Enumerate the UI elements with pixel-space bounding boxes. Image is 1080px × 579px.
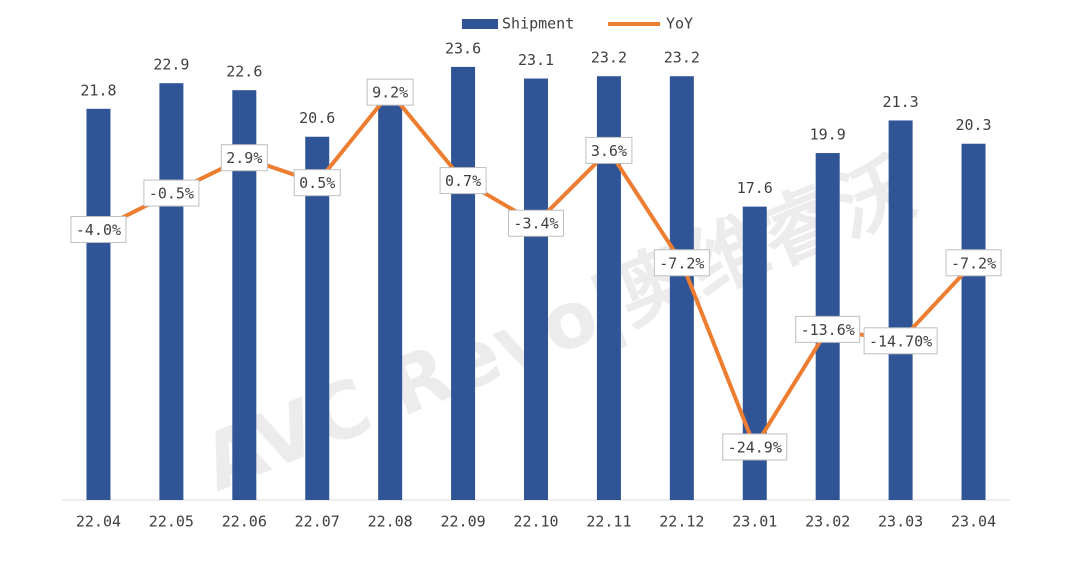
legend-label: Shipment <box>502 15 574 33</box>
legend-swatch <box>462 19 498 29</box>
bar-value-label: 21.3 <box>883 93 919 111</box>
yoy-value-label: -13.6% <box>801 321 855 339</box>
yoy-value-label: -4.0% <box>76 221 121 239</box>
bar-value-label: 23.2 <box>664 49 700 67</box>
yoy-value-label: -7.2% <box>659 254 704 272</box>
bar <box>305 136 330 500</box>
yoy-label-box <box>220 144 268 172</box>
bar-value-label: 20.3 <box>955 116 991 134</box>
bar <box>86 108 111 501</box>
yoy-value-label: -14.70% <box>869 332 932 350</box>
yoy-label-box <box>293 169 341 197</box>
x-tick-label: 22.12 <box>659 513 704 531</box>
x-tick-label: 22.10 <box>513 513 558 531</box>
x-tick-label: 22.08 <box>368 513 413 531</box>
legend-label: YoY <box>666 15 693 33</box>
bar <box>524 78 548 501</box>
bar <box>961 143 986 500</box>
yoy-label-box <box>70 215 127 243</box>
bar-value-label: 22.6 <box>226 63 262 81</box>
yoy-label-box <box>439 167 487 195</box>
x-tick-label: 22.07 <box>295 513 340 531</box>
x-tick-label: 22.04 <box>76 513 121 531</box>
bar-value-label: 23.6 <box>445 39 481 57</box>
yoy-value-label: -0.5% <box>149 185 194 203</box>
x-tick-label: 23.03 <box>878 513 923 531</box>
yoy-label-box <box>653 249 710 277</box>
yoy-label-box <box>863 327 938 355</box>
bar-value-label: 19.9 <box>810 126 846 144</box>
yoy-label-box <box>722 433 788 461</box>
yoy-label-box <box>945 249 1002 277</box>
x-tick-label: 22.09 <box>440 513 485 531</box>
x-tick-label: 23.01 <box>732 513 777 531</box>
bar <box>159 83 184 500</box>
yoy-value-label: 3.6% <box>591 142 627 160</box>
yoy-value-label: -7.2% <box>951 254 996 272</box>
x-tick-label: 22.11 <box>586 513 631 531</box>
bar-value-label: 21.8 <box>80 81 116 99</box>
bar <box>888 120 913 500</box>
bar-value-label: 23.1 <box>518 51 554 69</box>
yoy-label-box <box>508 209 564 237</box>
yoy-value-label: 0.5% <box>299 174 335 192</box>
bar <box>451 66 476 500</box>
bar-value-label: 17.6 <box>737 179 773 197</box>
x-tick-label: 22.06 <box>222 513 267 531</box>
x-tick-label: 23.02 <box>805 513 850 531</box>
yoy-value-label: 2.9% <box>226 149 262 167</box>
yoy-value-label: 0.7% <box>445 172 481 190</box>
x-tick-label: 23.04 <box>951 513 996 531</box>
yoy-label-box <box>795 315 861 343</box>
yoy-label-box <box>585 136 633 164</box>
yoy-label-box <box>143 179 200 207</box>
x-tick-label: 22.05 <box>149 513 194 531</box>
yoy-label-box <box>366 78 414 106</box>
yoy-value-label: -3.4% <box>513 215 558 233</box>
bar-value-label: 20.6 <box>299 109 335 127</box>
bar-value-label: 22.9 <box>153 56 189 74</box>
bar-value-label: 23.2 <box>591 49 627 67</box>
bar <box>232 90 257 501</box>
yoy-value-label: -24.9% <box>728 438 782 456</box>
bar <box>378 104 403 501</box>
yoy-value-label: 9.2% <box>372 84 408 102</box>
